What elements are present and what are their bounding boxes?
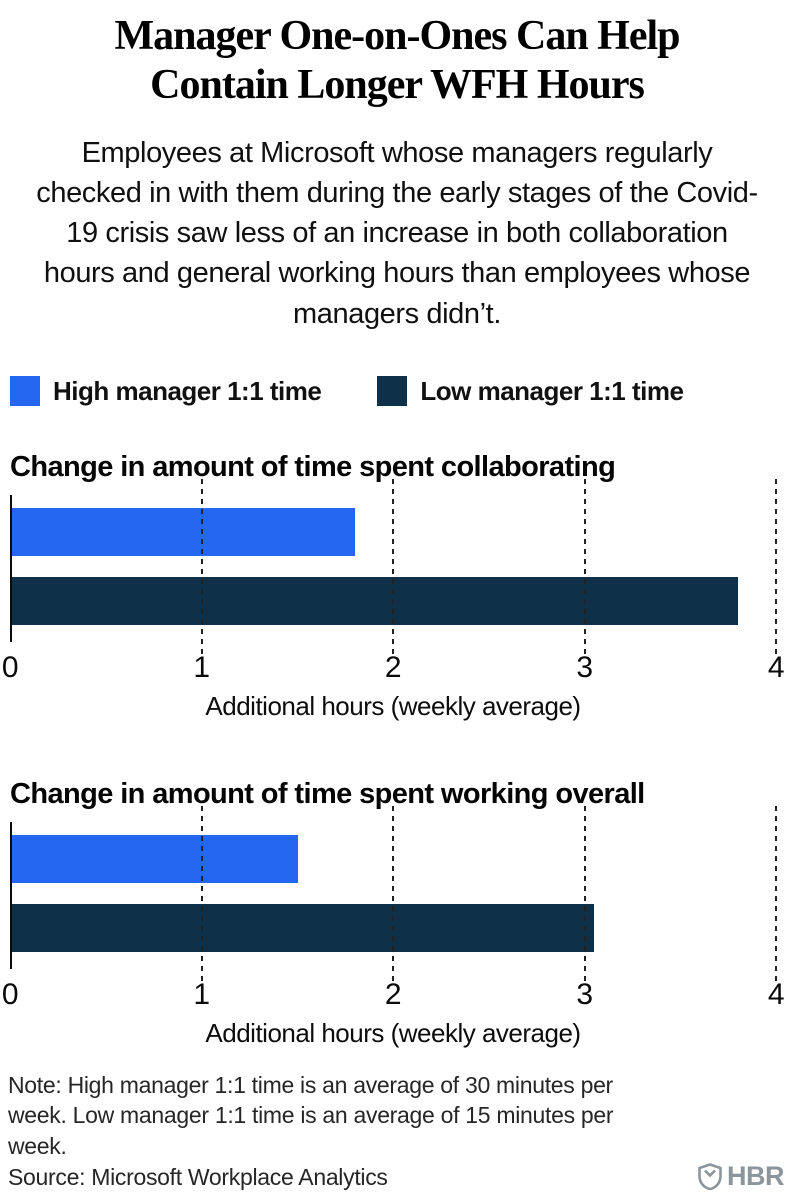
y-axis-line [10,494,12,642]
legend-item-low: Low manager 1:1 time [377,375,684,407]
tick-label-0: 0 [1,977,19,1011]
gridline-1 [200,805,203,983]
legend-label-high: High manager 1:1 time [53,375,322,406]
bar-group [11,484,776,649]
legend-swatch-low [377,376,408,407]
legend-swatch-high [10,376,40,407]
bar-high-manager-1-1-time [11,834,298,883]
chart-collaborating: Change in amount of time spent collabora… [2,450,786,722]
x-axis-ticks: 0 1 2 3 4 [2,977,785,1014]
page-title: Manager One-on-Ones Can Help Contain Lon… [114,13,680,108]
bar-high-manager-1-1-time [11,507,356,556]
gridline-2 [392,805,394,983]
tick-label-3: 3 [576,977,593,1011]
legend-label-low: Low manager 1:1 time [420,375,684,406]
hbr-shield-icon [698,1163,722,1190]
gridline-3 [583,478,586,656]
source-row: Source: Microsoft Workplace Analytics HB… [8,1161,785,1192]
x-axis-ticks: 0 1 2 3 4 [2,650,785,687]
chart-working-overall: Change in amount of time spent working o… [2,777,786,1049]
hbr-logo: HBR [698,1161,785,1192]
bar-group [11,811,776,976]
bar-low-manager-1-1-time [11,903,595,952]
legend: High manager 1:1 time Low manager 1:1 ti… [10,376,786,407]
tick-label-3: 3 [576,650,593,684]
tick-label-1: 1 [193,977,210,1011]
tick-label-2: 2 [384,650,402,684]
gridline-2 [392,478,394,656]
hbr-wordmark: HBR [727,1161,785,1191]
gridline-1 [200,478,203,656]
footnote: Note: High manager 1:1 time is an averag… [8,1071,614,1159]
gridline-4 [775,805,777,983]
tick-label-4: 4 [767,650,785,684]
tick-label-1: 1 [193,650,210,684]
chart-subtitle: Employees at Microsoft whose managers re… [36,137,758,330]
footer: Note: High manager 1:1 time is an averag… [8,1070,785,1192]
gridline-4 [775,478,777,656]
tick-label-0: 0 [1,650,19,684]
bar-low-manager-1-1-time [11,576,738,625]
x-axis-label: Additional hours (weekly average) [205,690,581,721]
x-axis-label: Additional hours (weekly average) [205,1017,581,1048]
legend-item-high: High manager 1:1 time [10,375,322,407]
tick-label-2: 2 [384,977,402,1011]
plot-area [10,478,777,656]
chart-title-working-overall: Change in amount of time spent working o… [10,777,645,810]
chart-title-collaborating: Change in amount of time spent collabora… [10,450,616,483]
y-axis-line [10,821,12,969]
source-credit: Source: Microsoft Workplace Analytics [8,1163,388,1190]
tick-label-4: 4 [767,977,785,1011]
gridline-3 [583,805,586,983]
plot-area [10,805,777,983]
